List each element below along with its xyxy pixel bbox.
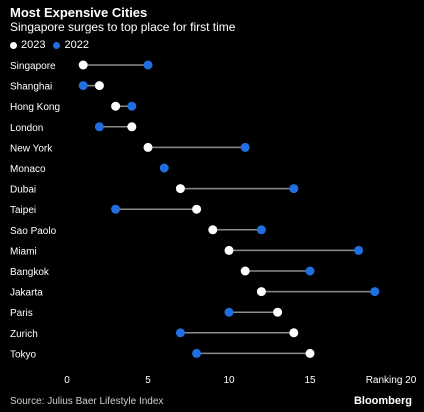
point-2022-taipei	[111, 204, 121, 214]
point-2023-dubai	[175, 184, 185, 194]
x-tick-label-15: 15	[304, 375, 316, 386]
category-label-miami: Miami	[10, 246, 37, 257]
point-2022-singapore	[143, 60, 153, 70]
category-label-tokyo: Tokyo	[10, 349, 37, 360]
point-2023-miami	[224, 245, 234, 255]
category-label-hong-kong: Hong Kong	[10, 102, 60, 113]
legend-label-2022: 2022	[64, 39, 89, 51]
point-2022-dubai	[289, 184, 299, 194]
point-2022-shanghai	[78, 81, 88, 91]
point-2023-hong-kong	[111, 101, 121, 111]
category-label-singapore: Singapore	[10, 61, 56, 72]
x-tick-label-0: 0	[64, 375, 70, 386]
point-2023-singapore	[78, 60, 88, 70]
point-2023-london	[127, 122, 137, 132]
point-2022-bangkok	[305, 266, 315, 276]
category-label-jakarta: Jakarta	[10, 288, 43, 299]
point-2022-london	[94, 122, 104, 132]
chart-subtitle: Singapore surges to top place for first …	[10, 20, 236, 34]
category-label-paris: Paris	[10, 308, 33, 319]
point-2023-zurich	[289, 328, 299, 338]
point-2023-shanghai	[94, 81, 104, 91]
legend-label-2023: 2023	[21, 39, 46, 51]
point-2022-tokyo	[192, 348, 202, 358]
point-2022-paris	[224, 307, 234, 317]
x-axis-label: Ranking 20	[366, 375, 417, 386]
category-label-bangkok: Bangkok	[10, 267, 50, 278]
legend-item-2023: 2023	[10, 39, 45, 51]
point-2023-tokyo	[305, 348, 315, 358]
x-tick-label-10: 10	[223, 375, 235, 386]
point-2023-taipei	[192, 204, 202, 214]
category-label-zurich: Zurich	[10, 329, 38, 340]
brand-logo-text: Bloomberg	[353, 395, 412, 407]
category-label-london: London	[10, 123, 43, 134]
category-label-dubai: Dubai	[10, 185, 36, 196]
category-label-shanghai: Shanghai	[10, 82, 52, 93]
category-label-taipei: Taipei	[10, 205, 36, 216]
point-2022-miami	[354, 245, 364, 255]
category-label-sao-paolo: Sao Paolo	[10, 226, 57, 237]
point-2023-bangkok	[240, 266, 250, 276]
category-label-monaco: Monaco	[10, 164, 46, 175]
chart-title: Most Expensive Cities	[10, 5, 148, 20]
category-label-new-york: New York	[10, 143, 53, 154]
x-tick-label-5: 5	[145, 375, 151, 386]
point-2022-zurich	[175, 328, 185, 338]
point-2023-new-york	[143, 142, 153, 152]
point-2022-new-york	[240, 142, 250, 152]
point-2023-paris	[273, 307, 283, 317]
legend-dot-2023	[10, 41, 17, 49]
legend-dot-2022	[53, 41, 61, 49]
point-2022-monaco	[159, 163, 169, 173]
point-2022-hong-kong	[127, 101, 137, 111]
point-2023-sao-paolo	[208, 225, 218, 235]
point-2022-sao-paolo	[256, 225, 266, 235]
point-2022-jakarta	[370, 287, 380, 297]
legend-item-2022: 2022	[53, 39, 89, 51]
chart-legend: 2023 2022	[10, 39, 97, 51]
point-2023-jakarta	[256, 287, 266, 297]
source-note: Source: Julius Baer Lifestyle Index	[10, 396, 164, 407]
